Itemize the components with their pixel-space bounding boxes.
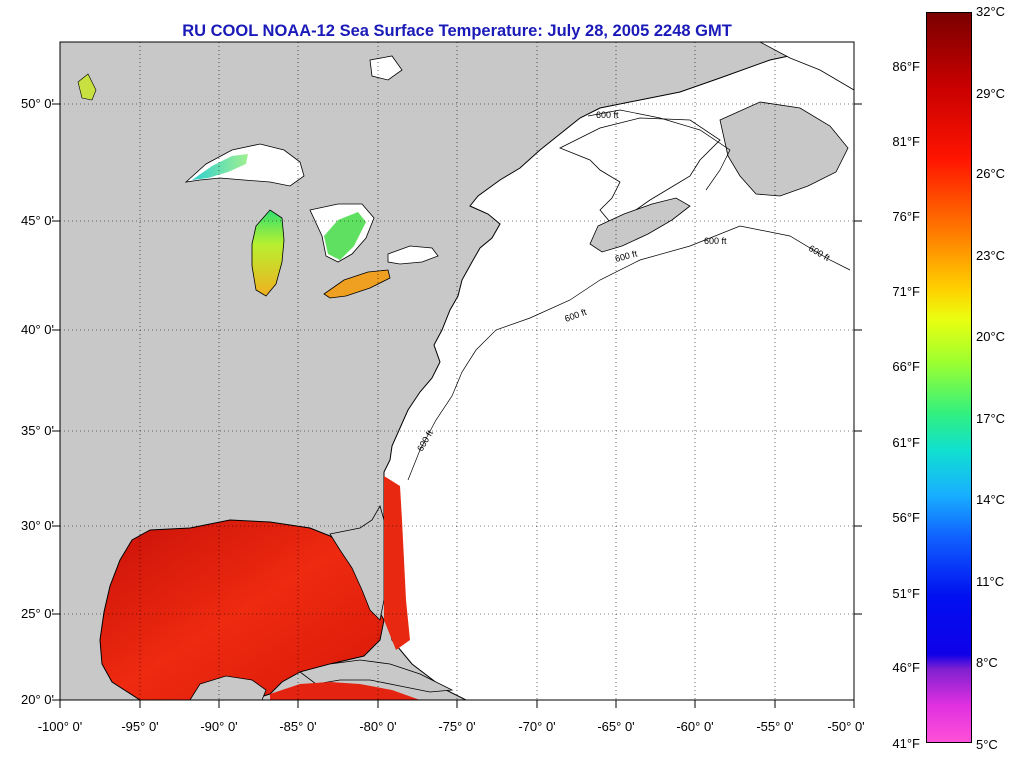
lake-superior-sst (192, 154, 248, 180)
temperature-colorbar (926, 12, 972, 743)
celsius-label: 23°C (976, 248, 1006, 263)
lake-erie-sst (323, 269, 391, 299)
cuba (299, 659, 454, 693)
lat-label: 25° 0' (21, 606, 54, 621)
celsius-label: 8°C (976, 655, 998, 670)
atlantic-warm-strip (384, 476, 410, 650)
fahrenheit-label: 76°F (892, 209, 920, 224)
lat-label: 30° 0' (21, 518, 54, 533)
lon-label: -75° 0' (438, 719, 476, 734)
fahrenheit-label: 86°F (892, 59, 920, 74)
celsius-label: 17°C (976, 411, 1006, 426)
celsius-label: 20°C (976, 329, 1006, 344)
lon-label: -85° 0' (279, 719, 317, 734)
lake-michigan-sst (251, 209, 285, 297)
celsius-label: 29°C (976, 86, 1006, 101)
lat-label: 40° 0' (21, 322, 54, 337)
fahrenheit-label: 61°F (892, 435, 920, 450)
celsius-label: 14°C (976, 492, 1006, 507)
fahrenheit-label: 41°F (892, 736, 920, 751)
labrador-coast-water (759, 42, 854, 91)
caribbean-sst (270, 682, 420, 700)
contour-label: 600 ft (596, 110, 619, 120)
lon-label: -55° 0' (756, 719, 794, 734)
lon-label: -95° 0' (121, 719, 159, 734)
lon-label: -80° 0' (359, 719, 397, 734)
celsius-label: 11°C (976, 574, 1005, 589)
gulf-st-lawrence (559, 117, 721, 223)
lat-label: 45° 0' (21, 213, 54, 228)
graticule (60, 42, 854, 700)
lake-huron-sst (324, 212, 366, 260)
fahrenheit-label: 66°F (892, 359, 920, 374)
fahrenheit-label: 71°F (892, 284, 920, 299)
gulf-of-mexico-sst (99, 519, 385, 700)
contour-label: 600 ft (704, 236, 727, 246)
lake-ontario (387, 245, 439, 265)
axis-ticks (52, 103, 862, 708)
celsius-label: 32°C (976, 4, 1006, 19)
lake-winnipeg-sst (77, 73, 97, 101)
fahrenheit-label: 51°F (892, 586, 920, 601)
map-title: RU COOL NOAA-12 Sea Surface Temperature:… (182, 22, 732, 40)
lon-label: -70° 0' (518, 719, 556, 734)
lon-label: -50° 0' (827, 719, 865, 734)
lon-label: -100° 0' (37, 719, 83, 734)
lon-label: -60° 0' (676, 719, 714, 734)
lat-label: 50° 0' (21, 96, 54, 111)
nova-scotia (589, 197, 691, 253)
newfoundland (719, 101, 849, 197)
fahrenheit-label: 81°F (892, 134, 920, 149)
isobath-600ft (407, 109, 851, 481)
fahrenheit-label: 56°F (892, 510, 920, 525)
fahrenheit-label: 46°F (892, 660, 920, 675)
yucatan-peninsula (189, 675, 267, 700)
lat-label: 20° 0' (21, 692, 54, 707)
lat-label: 35° 0' (21, 423, 54, 438)
lon-label: -90° 0' (200, 719, 238, 734)
celsius-label: 26°C (976, 166, 1006, 181)
lon-label: -65° 0' (597, 719, 635, 734)
celsius-label: 5°C (976, 737, 998, 752)
